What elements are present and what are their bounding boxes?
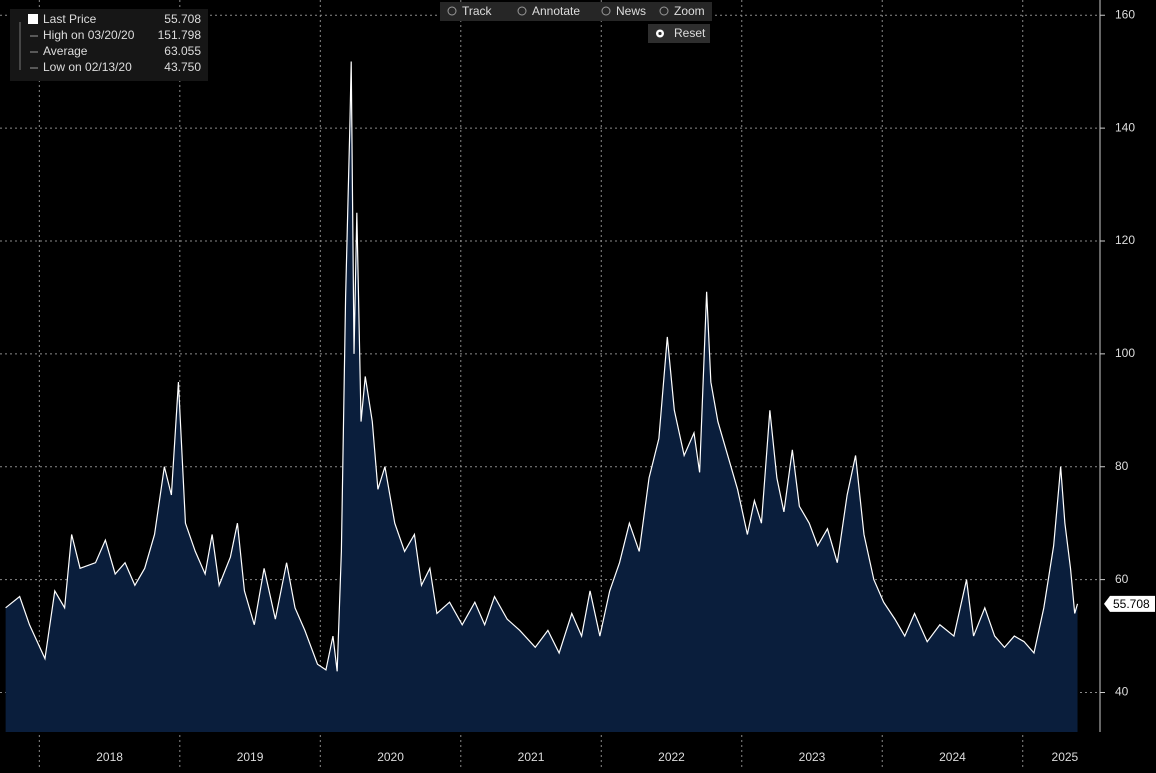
- toolbar-button[interactable]: Annotate: [517, 4, 580, 18]
- x-tick-label: 2018: [96, 750, 123, 764]
- legend-label: Last Price: [43, 12, 97, 26]
- toolbar-bg: [440, 2, 712, 21]
- legend: Last Price 55.708 High on 03/20/20 151.798 A…: [10, 9, 208, 81]
- toolbar: Track Annotate News Zoom: [440, 2, 712, 21]
- toolbar-icon: [447, 6, 457, 16]
- toolbar-icon: [517, 6, 527, 16]
- legend-box: [10, 9, 208, 81]
- y-tick-label: 100: [1115, 346, 1135, 360]
- x-tick-label: 2023: [799, 750, 826, 764]
- price-tag: [1104, 595, 1155, 612]
- reset-label[interactable]: Reset: [674, 26, 706, 40]
- toolbar-icon: [601, 6, 611, 16]
- legend-swatch: [28, 14, 38, 24]
- reset-button[interactable]: Reset: [648, 24, 710, 43]
- x-tick-label: 2025: [1052, 750, 1079, 764]
- x-tick-label: 2021: [518, 750, 545, 764]
- legend-value: 55.708: [164, 12, 201, 26]
- legend-label: Low on 02/13/20: [43, 60, 132, 74]
- area: [5, 61, 1078, 732]
- y-tick-label: 80: [1115, 459, 1129, 473]
- toolbar-button[interactable]: Zoom: [659, 4, 705, 18]
- toolbar-button[interactable]: Track: [447, 4, 493, 18]
- y-tick-label: 120: [1115, 233, 1135, 247]
- line: [5, 61, 1079, 672]
- toolbar-label[interactable]: News: [616, 4, 646, 18]
- reset-bg: [648, 24, 710, 43]
- reset-icon-dot: [658, 31, 662, 36]
- toolbar-icon: [659, 6, 669, 16]
- y-tick-label: 60: [1115, 572, 1129, 586]
- price-tag-label: 55.708: [1113, 597, 1150, 611]
- y-tick-label: 140: [1115, 120, 1135, 134]
- toolbar-label[interactable]: Annotate: [532, 4, 580, 18]
- legend-value: 63.055: [164, 44, 201, 58]
- toolbar-label[interactable]: Zoom: [674, 4, 705, 18]
- y-tick-label: 160: [1115, 7, 1135, 21]
- legend-label: High on 03/20/20: [43, 28, 135, 42]
- toolbar-button[interactable]: News: [601, 4, 646, 18]
- legend-value: 151.798: [158, 28, 202, 42]
- legend-label: Average: [43, 44, 88, 58]
- x-tick-label: 2024: [939, 750, 966, 764]
- legend-value: 43.750: [164, 60, 201, 74]
- toolbar-label[interactable]: Track: [462, 4, 493, 18]
- x-tick-label: 2019: [237, 750, 264, 764]
- x-tick-label: 2022: [658, 750, 685, 764]
- y-tick-label: 40: [1115, 685, 1129, 699]
- x-tick-label: 2020: [377, 750, 404, 764]
